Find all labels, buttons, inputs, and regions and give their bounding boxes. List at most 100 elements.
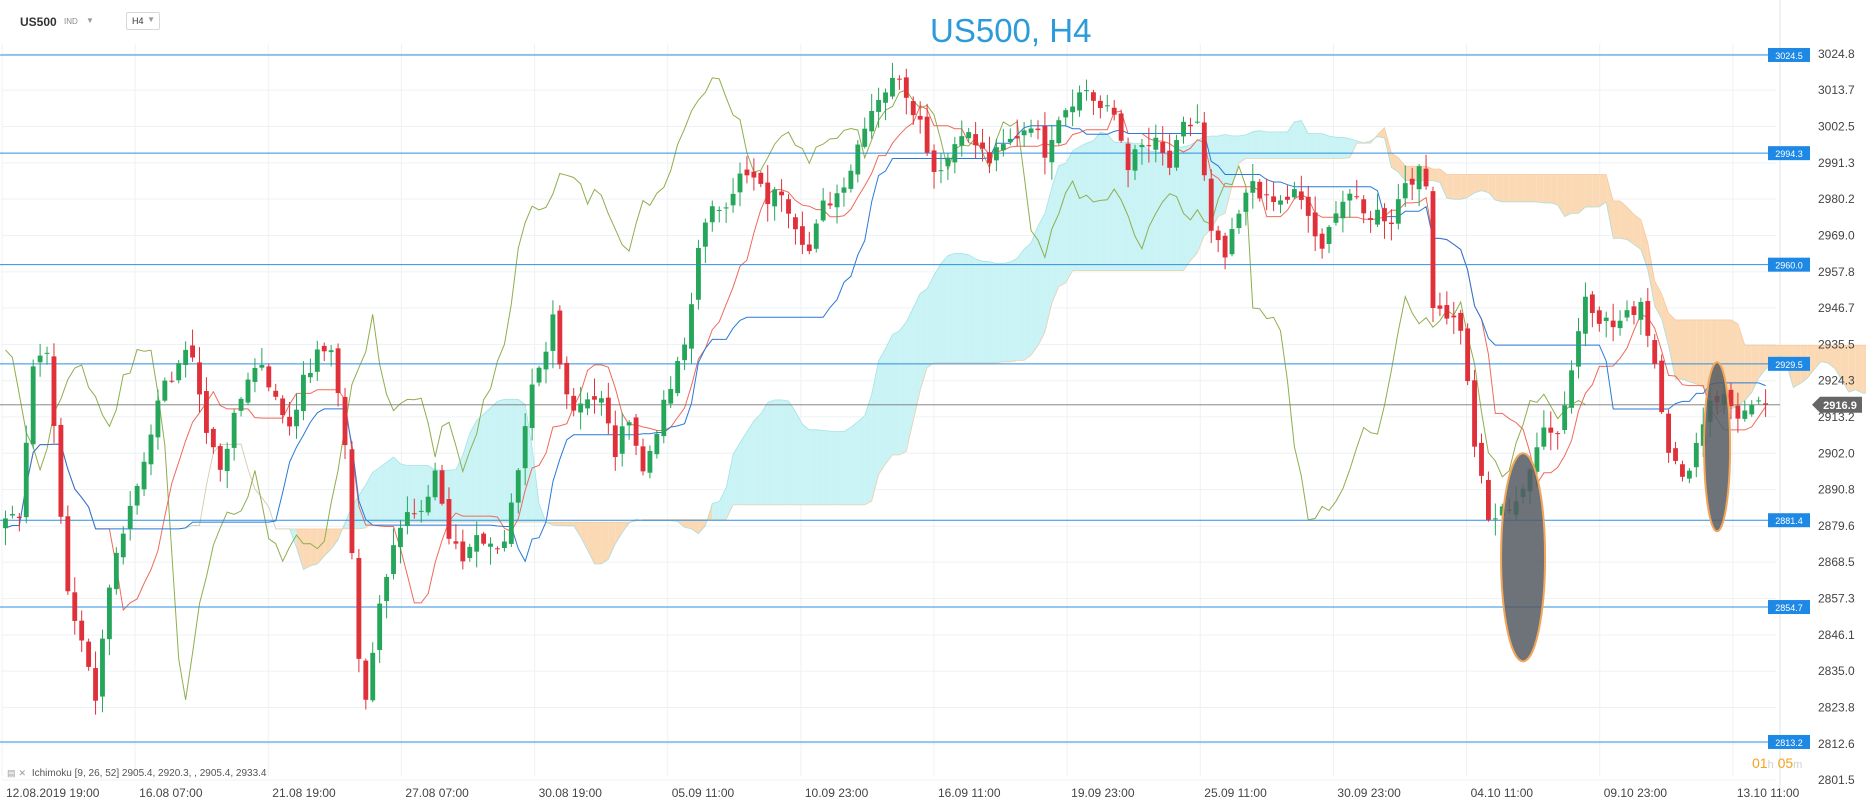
cloud-segment [1121,142,1129,271]
level-tag[interactable] [1768,47,1810,62]
candle-body [1298,191,1304,200]
cloud-segment [1696,319,1704,388]
level-tag[interactable] [1768,734,1810,749]
candle-body [231,412,237,448]
y-tick-label: 2812.6 [1818,737,1855,751]
level-tag[interactable] [1768,146,1810,161]
cloud-segment [1578,174,1586,214]
cloud-segment [885,334,893,464]
ellipse-annotations[interactable] [1500,361,1732,663]
cloud-segment [788,401,796,505]
candle-body [1388,222,1394,225]
candle-body [1555,433,1561,435]
cloud-segment [954,253,962,363]
level-tag[interactable] [1768,600,1810,615]
timeframe-value: H4 [132,16,144,26]
cloud-segment [1564,174,1572,217]
candle-body [100,638,105,697]
timeframe-select[interactable]: H4 ▼ [126,12,160,30]
cloud-segment [726,454,734,520]
candle-body [772,189,778,207]
time-axis: 12.08.2019 19:00 16.08 07:00 21.08 19:00 27… [6,786,1800,800]
level-tag[interactable] [1768,257,1810,272]
ellipse-annotation[interactable] [1500,452,1547,663]
candle-body [834,193,840,208]
cloud-segment [684,519,692,529]
candle-body [896,78,902,80]
candle-body [245,379,251,403]
candle-body [335,348,341,394]
cloud-segment [989,261,997,363]
cloud-segment [1730,319,1738,409]
candle-body [869,110,875,132]
candle-body [1569,370,1574,408]
cloud-segment [1758,345,1766,379]
y-tick-label: 2835.0 [1818,664,1855,678]
cloud-segment [1148,150,1156,271]
candle-body [737,173,743,193]
cloud-segment [823,430,831,505]
candle-body [709,206,715,223]
candle-body [1007,138,1013,143]
cloud-segment [393,456,401,523]
candle-body [1465,328,1471,382]
y-tick-label: 2946.7 [1818,301,1855,315]
cloud-segment [996,263,1004,363]
cloud-segment [1432,169,1440,183]
candle-body [1188,124,1193,127]
candle-body [786,199,791,214]
cloud-segment [1017,249,1025,361]
candle-body [294,409,299,427]
close-icon[interactable]: ✕ [18,768,27,778]
candle-body [280,398,286,416]
y-tick-label: 2868.5 [1818,555,1855,569]
level-tag-label: 3024.5 [1775,51,1803,61]
candle-body [1333,213,1339,223]
cloud-segment [1668,313,1676,380]
candle-body [72,592,78,621]
cloud-segment [1821,345,1828,364]
cloud-segment [1627,207,1634,245]
level-tag-label: 2881.4 [1775,516,1803,526]
level-tag[interactable] [1768,356,1810,371]
y-tick-label: 2846.1 [1818,628,1855,642]
candle-body [266,366,272,388]
cloud-segment [802,424,810,505]
candle-body [1077,92,1082,111]
ichimoku-cloud [185,120,1866,571]
countdown-h: h [1767,759,1774,771]
y-tick-label: 2980.2 [1818,192,1855,206]
ellipse-annotation[interactable] [1703,361,1732,533]
candle-body [314,349,320,372]
cloud-segment [552,522,560,526]
cloud-segment [421,465,429,523]
candle-body [1194,121,1200,123]
y-tick-label: 2857.3 [1818,592,1855,606]
candle-body [1111,107,1117,115]
candle-body [384,576,390,602]
cloud-segment [1502,174,1510,202]
candle-body [197,362,202,395]
candle-body [37,355,43,363]
candle-body [1229,229,1235,255]
symbol-label[interactable]: US500 [20,15,57,29]
candle-body [1063,110,1069,118]
market-dropdown-icon[interactable]: ▼ [86,16,94,25]
cloud-segment [1079,143,1087,271]
candle-body [418,510,424,512]
y-tick-label: 2991.3 [1818,156,1855,170]
candle-body [1174,140,1180,168]
indicator-settings-icon[interactable]: ▤ [7,768,16,778]
candle-body [1638,301,1644,320]
cloud-segment [1003,262,1011,362]
horizontal-levels[interactable]: 3024.5 2994.3 2960.0 2929.5 2881.4 2854.7 2813… [0,47,1810,749]
candle-body [1091,92,1096,101]
candle-body [744,169,750,176]
level-tag[interactable] [1768,513,1810,528]
candle-body [952,144,958,163]
kijun-sen [5,125,1766,563]
candle-body [155,400,161,438]
candle-body [557,310,563,365]
y-tick-label: 2801.5 [1818,773,1855,787]
